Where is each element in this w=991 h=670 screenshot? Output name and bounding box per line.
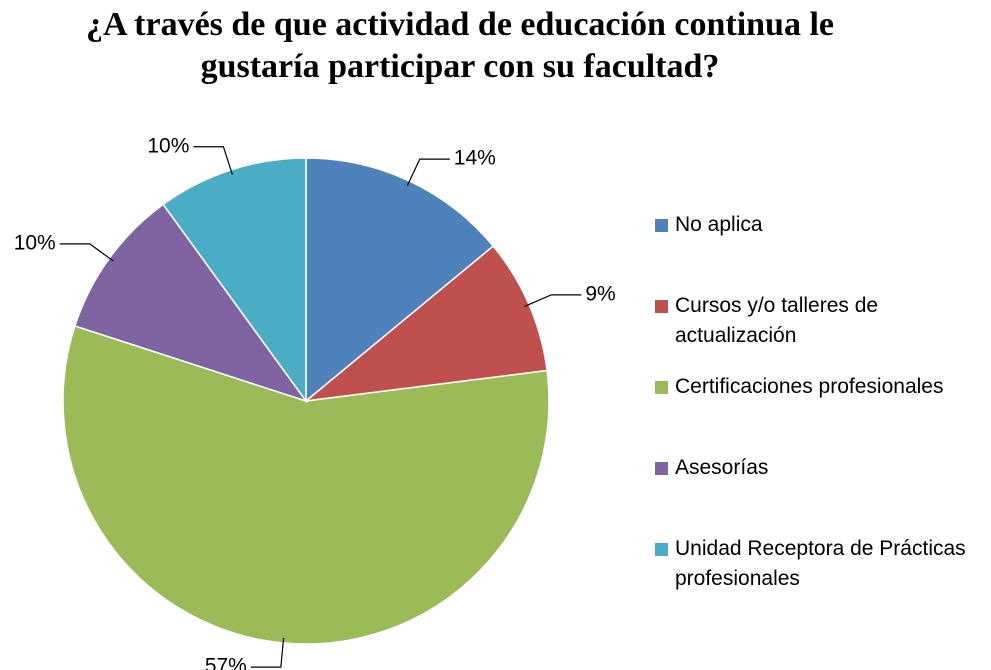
data-label: 9%: [585, 282, 615, 305]
leader-line: [524, 294, 582, 307]
legend-item: Cursos y/o talleres de actualización: [655, 291, 985, 351]
legend-swatch: [655, 543, 668, 556]
data-label: 10%: [147, 134, 189, 157]
legend-label: No aplica: [675, 213, 763, 236]
legend-swatch: [655, 381, 668, 394]
legend-swatch: [655, 300, 668, 313]
legend-label: Certificaciones profesionales: [675, 375, 944, 398]
chart-title: ¿A través de que actividad de educación …: [85, 6, 835, 85]
legend-label: Cursos y/o talleres de actualización: [675, 294, 879, 347]
leader-line: [59, 243, 114, 262]
leader-line: [406, 158, 450, 186]
legend-swatch: [655, 462, 668, 475]
legend-item: Asesorías: [655, 453, 985, 483]
data-label: 14%: [454, 147, 496, 170]
legend-item: No aplica: [655, 210, 985, 240]
data-label: 10%: [14, 231, 56, 254]
legend-item: Certificaciones profesionales: [655, 372, 985, 402]
leader-line: [250, 638, 285, 668]
legend-item: Unidad Receptora de Prácticas profesiona…: [655, 534, 985, 594]
data-label: 57%: [205, 655, 247, 670]
legend-label: Unidad Receptora de Prácticas profesiona…: [675, 537, 966, 590]
leader-line: [193, 146, 233, 175]
legend-swatch: [655, 219, 668, 232]
legend-label: Asesorías: [675, 456, 769, 479]
